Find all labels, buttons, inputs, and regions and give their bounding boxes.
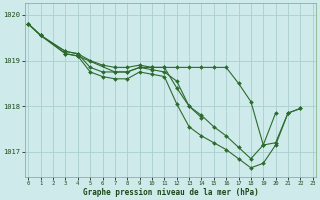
X-axis label: Graphe pression niveau de la mer (hPa): Graphe pression niveau de la mer (hPa) — [83, 188, 259, 197]
